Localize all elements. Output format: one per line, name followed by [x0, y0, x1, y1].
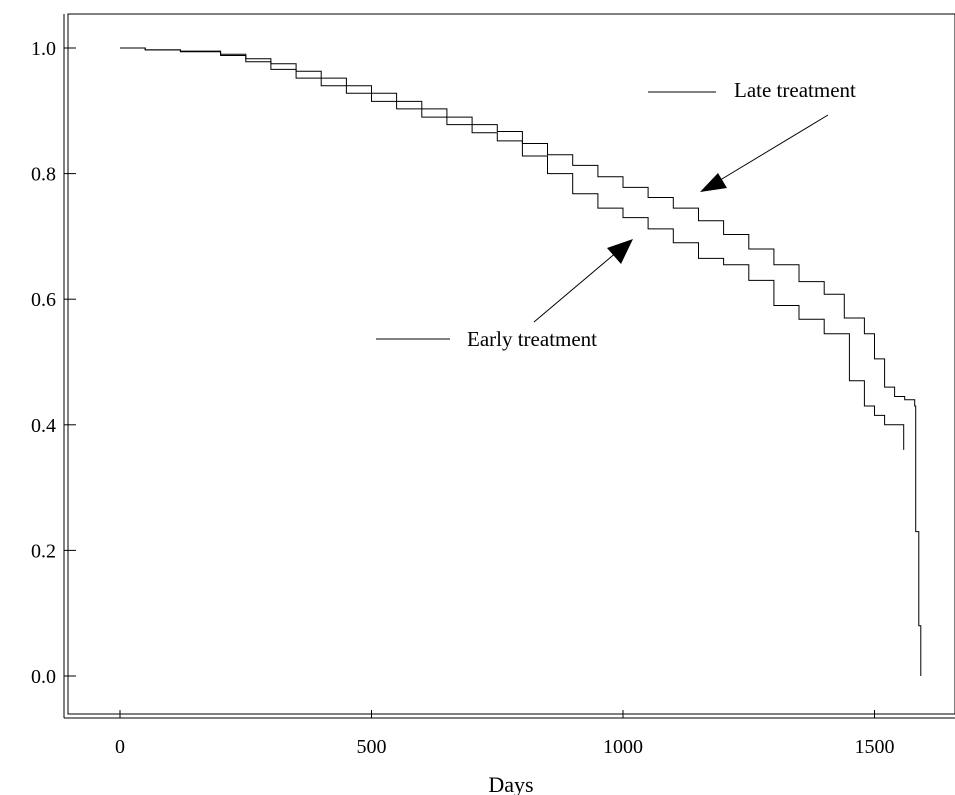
y-tick-label: 1.0 — [31, 38, 56, 60]
annotation-arrow-early — [533, 245, 625, 323]
x-tick-label: 1500 — [855, 736, 895, 758]
annotation-label-early: Early treatment — [467, 327, 597, 351]
x-axis-title: Days — [488, 772, 533, 795]
y-tick-label: 0.6 — [31, 289, 56, 311]
x-tick-label: 1000 — [603, 736, 643, 758]
x-tick-label: 500 — [357, 736, 387, 758]
y-tick-label: 0.8 — [31, 164, 56, 186]
arrowhead-early — [607, 239, 633, 264]
series-layer — [120, 47, 922, 676]
y-axis-ticks: 0.0 0.2 0.4 0.6 0.8 1.0 — [31, 38, 76, 688]
annotation-arrow-late — [711, 114, 829, 186]
y-tick-label: 0.2 — [31, 540, 56, 562]
y-tick-label: 0.4 — [31, 415, 56, 437]
annotation-layer: Late treatment Early treatment — [376, 78, 856, 351]
x-axis-ticks: 0 500 1000 1500 — [115, 710, 895, 758]
arrowhead-late — [700, 173, 727, 192]
series-line-late-treatment — [120, 47, 922, 676]
series-line-early-treatment — [120, 47, 905, 450]
annotation-label-late: Late treatment — [734, 78, 856, 102]
y-tick-label: 0.0 — [31, 666, 56, 688]
x-tick-label: 0 — [115, 736, 125, 758]
plot-frame — [67, 13, 955, 715]
